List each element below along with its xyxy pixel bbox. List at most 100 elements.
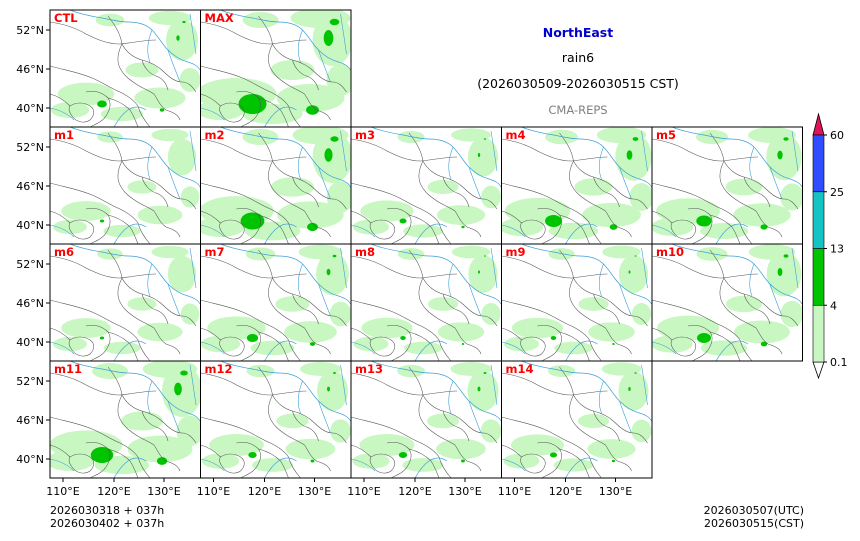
rain-moderate-area bbox=[329, 18, 340, 26]
colorbar-level-label: 4 bbox=[830, 299, 837, 312]
rain-light-area bbox=[285, 438, 336, 460]
rain-light-area bbox=[103, 341, 141, 355]
rain-moderate-area bbox=[628, 387, 631, 391]
rain-light-area bbox=[427, 179, 459, 195]
lon-tick-label: 130°E bbox=[147, 485, 180, 498]
rain-light-area bbox=[700, 340, 748, 356]
rain-moderate-area bbox=[326, 268, 331, 276]
lat-tick-label: 52°N bbox=[16, 141, 44, 154]
rain-light-area bbox=[553, 458, 594, 472]
rain-light-area bbox=[403, 341, 443, 355]
lon-tick-label: 120°E bbox=[549, 485, 582, 498]
rain-light-area bbox=[618, 255, 649, 293]
colorbar-level-label: 13 bbox=[830, 243, 844, 256]
rain-light-area bbox=[696, 129, 728, 145]
rain-light-area bbox=[127, 435, 193, 463]
rain-moderate-area bbox=[760, 224, 768, 230]
panel-label: m1 bbox=[54, 128, 74, 142]
rain-light-area bbox=[481, 185, 501, 209]
rain-light-area bbox=[134, 87, 186, 109]
colorbar-segment bbox=[812, 191, 825, 249]
rain-light-area bbox=[780, 300, 803, 328]
rain-light-area bbox=[503, 336, 540, 352]
rain-moderate-area bbox=[609, 224, 618, 230]
lon-tick-label: 120°E bbox=[97, 485, 130, 498]
map-panel: m8 bbox=[350, 243, 502, 362]
rain-light-area bbox=[200, 100, 245, 120]
map-panel: m2 bbox=[200, 126, 352, 245]
rain-moderate-area bbox=[477, 386, 481, 392]
lat-tick-label: 46°N bbox=[16, 63, 44, 76]
rain-light-area bbox=[631, 419, 652, 443]
rain-light-area bbox=[326, 64, 351, 96]
rain-light-area bbox=[652, 218, 694, 236]
rain-moderate-area bbox=[310, 459, 315, 463]
lat-tick-label: 46°N bbox=[16, 414, 44, 427]
rain-moderate-area bbox=[632, 137, 639, 141]
rain-light-area bbox=[766, 251, 802, 297]
rain-moderate-area bbox=[240, 212, 265, 230]
rain-light-area bbox=[242, 129, 279, 145]
lon-tick-label: 120°E bbox=[398, 485, 431, 498]
rain-moderate-area bbox=[306, 105, 319, 115]
rain-light-area bbox=[179, 67, 201, 93]
rain-light-area bbox=[292, 127, 349, 145]
rain-moderate-area bbox=[90, 447, 114, 463]
rain-light-area bbox=[245, 247, 276, 261]
lon-tick-label: 130°E bbox=[599, 485, 632, 498]
rain-light-area bbox=[734, 320, 790, 344]
rain-light-area bbox=[95, 13, 125, 27]
rain-light-area bbox=[748, 244, 796, 260]
rain-moderate-area bbox=[611, 459, 616, 463]
rain-light-area bbox=[200, 217, 245, 237]
panel-label: m14 bbox=[506, 362, 534, 376]
map-panel: m10 bbox=[651, 243, 803, 362]
rain-light-area bbox=[352, 453, 390, 469]
rain-moderate-area bbox=[324, 148, 333, 162]
rain-moderate-area bbox=[332, 254, 337, 258]
rain-light-area bbox=[748, 127, 796, 143]
lat-tick-label: 46°N bbox=[16, 180, 44, 193]
rain-moderate-area bbox=[156, 457, 168, 465]
rain-light-area bbox=[725, 178, 763, 196]
map-panel: m6 bbox=[49, 243, 201, 362]
lon-tick-label: 110°E bbox=[498, 485, 531, 498]
rain-light-area bbox=[501, 217, 544, 237]
rain-light-area bbox=[596, 127, 647, 144]
rain-moderate-area bbox=[461, 225, 465, 229]
rain-moderate-area bbox=[783, 254, 789, 258]
rain-light-area bbox=[142, 361, 198, 379]
rain-light-area bbox=[167, 138, 197, 176]
rain-light-area bbox=[397, 130, 425, 144]
rain-light-area bbox=[436, 205, 486, 225]
rain-moderate-area bbox=[461, 343, 465, 345]
map-panel: CTL bbox=[49, 9, 201, 128]
rain-light-area bbox=[277, 201, 344, 229]
rain-light-area bbox=[53, 336, 87, 352]
rain-light-area bbox=[92, 363, 128, 379]
colorbar-extend-max bbox=[812, 112, 825, 136]
rain-light-area bbox=[602, 245, 641, 259]
rain-light-area bbox=[467, 137, 499, 177]
rain-light-area bbox=[548, 248, 575, 260]
rain-light-area bbox=[700, 223, 748, 239]
rain-moderate-area bbox=[550, 452, 557, 458]
rain-moderate-area bbox=[461, 459, 465, 463]
rain-light-area bbox=[696, 247, 728, 261]
rain-light-area bbox=[766, 133, 802, 181]
rain-light-area bbox=[57, 82, 115, 106]
rain-light-area bbox=[397, 248, 425, 260]
rain-moderate-area bbox=[612, 343, 615, 345]
colorbar-segment bbox=[812, 304, 825, 363]
rain-light-area bbox=[270, 60, 315, 80]
rain-light-area bbox=[127, 297, 157, 311]
rain-moderate-area bbox=[330, 136, 339, 142]
colorbar-extend-min bbox=[812, 361, 825, 380]
rain-light-area bbox=[97, 131, 123, 143]
rain-moderate-area bbox=[246, 334, 259, 342]
rain-light-area bbox=[50, 451, 94, 471]
rain-light-area bbox=[397, 364, 425, 378]
rain-moderate-area bbox=[626, 150, 633, 160]
rain-light-area bbox=[276, 84, 345, 112]
rain-light-area bbox=[733, 203, 791, 227]
